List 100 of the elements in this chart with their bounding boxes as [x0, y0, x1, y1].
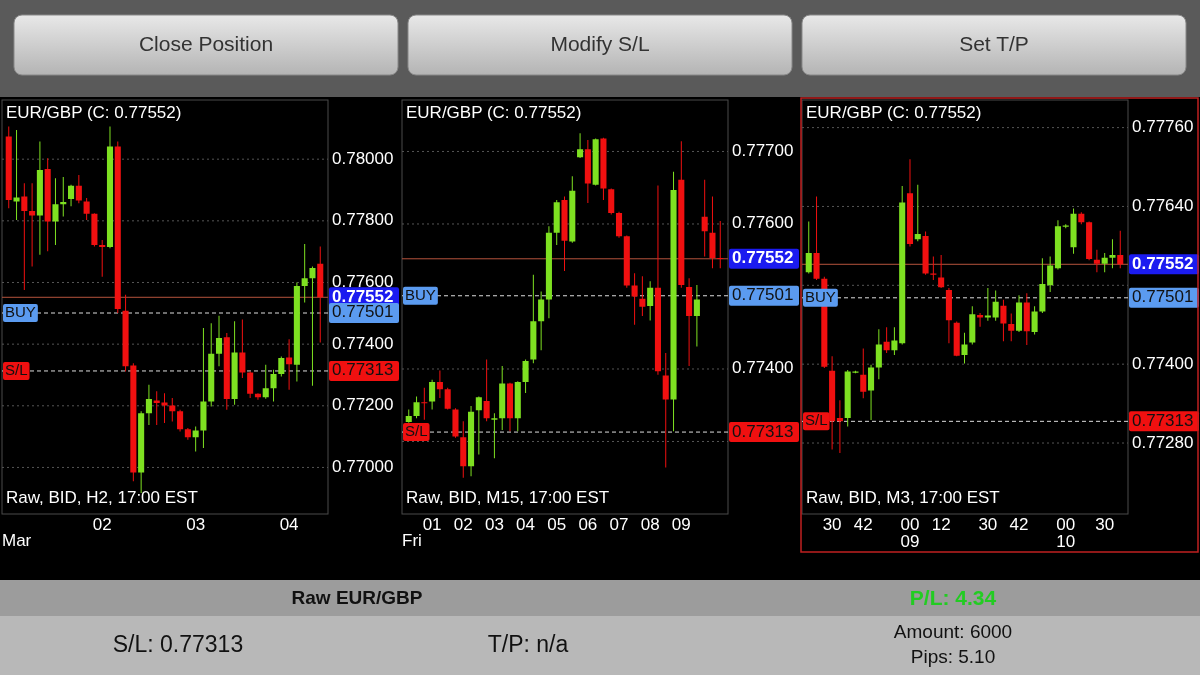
candlestick — [623, 235, 630, 288]
candlestick — [538, 291, 545, 351]
text: 0.77552 — [1132, 253, 1194, 273]
candlestick — [1015, 295, 1023, 332]
ref-line-label: S/L — [405, 422, 428, 440]
x-tick-label: 01 — [422, 515, 442, 534]
text: S/L: 0.77313 — [112, 631, 244, 658]
candlestick — [1000, 299, 1007, 342]
y-tick-label: 0.77000 — [332, 456, 394, 476]
candlestick — [262, 364, 269, 399]
x-tick-label: 30 — [1095, 515, 1115, 534]
text: 0.77552 — [732, 248, 794, 268]
candlestick — [200, 328, 207, 449]
candlestick — [29, 183, 36, 267]
candlestick — [413, 396, 420, 419]
y-tick-label: 0.77200 — [332, 395, 394, 415]
candlestick — [184, 427, 191, 440]
candlestick — [592, 138, 599, 186]
candlestick — [21, 183, 28, 290]
y-tick-label: 0.77280 — [1132, 432, 1194, 452]
text: 0.77313 — [332, 360, 394, 380]
candlestick — [577, 133, 584, 158]
text: P/L: 4.34 — [909, 585, 997, 609]
candlestick — [836, 400, 843, 453]
x-tick-label: 03 — [186, 515, 206, 534]
text: Raw EUR/GBP — [291, 587, 423, 609]
x-tick-label: 03 — [484, 515, 504, 534]
text: Pips: 5.10 — [910, 646, 996, 668]
candlestick — [483, 359, 490, 422]
candlestick — [44, 158, 51, 252]
candlestick — [914, 184, 921, 242]
candlestick — [930, 256, 937, 281]
candlestick — [1109, 239, 1116, 269]
candlestick — [631, 273, 638, 325]
text: 0.77313 — [732, 421, 794, 441]
candlestick — [875, 329, 882, 380]
candlestick — [977, 312, 984, 327]
candlestick — [1031, 306, 1038, 335]
candlestick — [114, 141, 121, 314]
candlestick — [1008, 313, 1015, 342]
candlestick — [247, 371, 254, 399]
candlestick — [215, 315, 223, 367]
ref-line-label: BUY — [405, 285, 436, 303]
x-axis-title: Fri — [402, 531, 422, 550]
candlestick — [709, 196, 716, 269]
candlestick — [883, 327, 890, 353]
candlestick — [992, 290, 999, 321]
candlestick — [475, 396, 482, 455]
text: 0.77501 — [1132, 287, 1194, 307]
candlestick — [177, 409, 184, 432]
candlestick — [1078, 212, 1085, 225]
chart-title: EUR/GBP (C: 0.77552) — [806, 103, 982, 123]
x-tick-label: 09 — [671, 515, 691, 534]
candlestick — [301, 243, 308, 303]
candlestick — [530, 274, 537, 364]
chart-title: EUR/GBP (C: 0.77552) — [6, 103, 182, 123]
candlestick — [99, 239, 106, 277]
x-tick-label: 00 10 — [1056, 515, 1076, 551]
candlestick — [192, 426, 199, 452]
chart-title: EUR/GBP (C: 0.77552) — [406, 103, 582, 123]
candlestick — [286, 339, 293, 390]
candlestick — [52, 178, 59, 245]
x-tick-label: 30 — [978, 515, 998, 534]
candlestick — [13, 129, 20, 220]
ref-line-label: S/L — [5, 360, 28, 378]
candlestick — [106, 126, 114, 249]
y-tick-label: 0.77800 — [332, 210, 394, 230]
candlestick — [444, 387, 451, 410]
candlestick — [491, 413, 498, 459]
candlestick — [270, 369, 277, 402]
candlestick — [938, 255, 945, 288]
candlestick — [405, 409, 412, 423]
candlestick — [984, 287, 991, 321]
candlestick — [317, 246, 324, 343]
x-tick-label: 42 — [1009, 515, 1029, 534]
candlestick — [717, 221, 724, 269]
x-tick-label: 06 — [578, 515, 598, 534]
candlestick — [891, 327, 898, 355]
y-tick-label: 0.77760 — [1132, 117, 1194, 137]
y-tick-label: 0.77700 — [732, 140, 794, 160]
candlestick — [429, 379, 436, 410]
candlestick — [514, 381, 521, 432]
text: Set T/P — [959, 31, 1029, 55]
text: Modify S/L — [550, 31, 650, 55]
candlestick — [899, 186, 906, 345]
candlestick — [693, 284, 700, 347]
candlestick — [460, 421, 467, 478]
text: Raw, BID, M3, 17:00 EST — [806, 488, 1000, 508]
candlestick — [662, 353, 669, 468]
candlestick — [647, 281, 654, 321]
candlestick — [239, 319, 246, 379]
candlestick — [36, 141, 43, 255]
candlestick — [506, 382, 514, 432]
candlestick — [60, 177, 67, 217]
y-tick-label: 0.77400 — [732, 358, 794, 378]
candlestick — [145, 384, 152, 425]
candlestick — [231, 321, 238, 405]
candlestick — [868, 364, 875, 421]
y-tick-label: 0.77640 — [1132, 195, 1194, 215]
text: Raw, BID, H2, 17:00 EST — [6, 488, 198, 508]
